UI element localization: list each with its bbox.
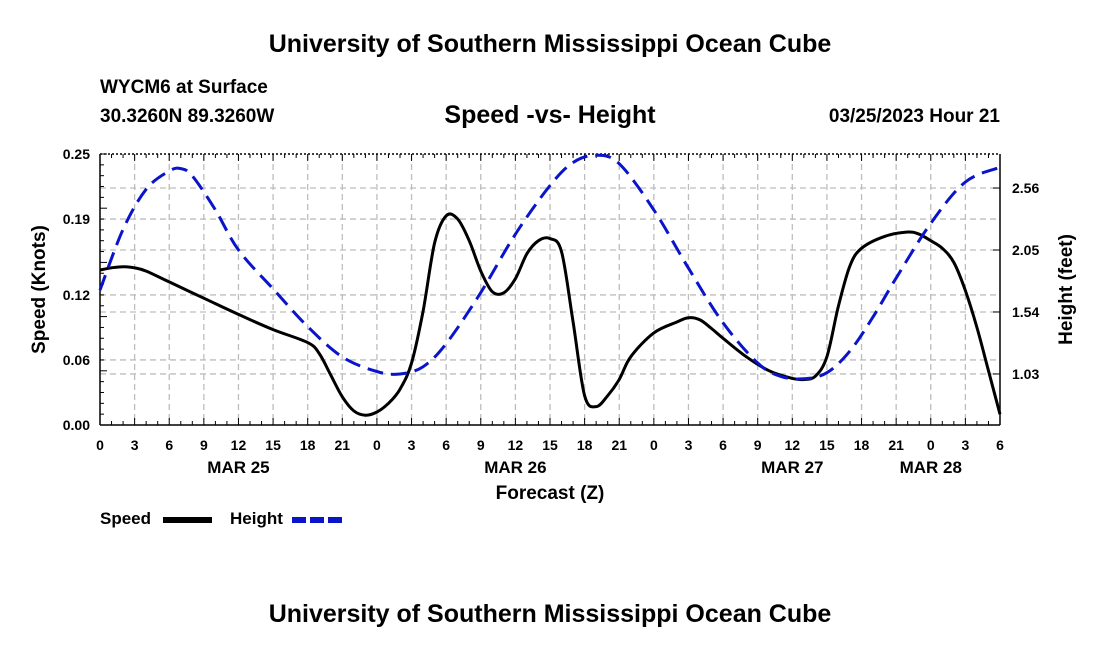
y-tick-label: 0.19 — [63, 211, 90, 227]
x-tick-label: 15 — [819, 437, 835, 453]
speed-series-line — [99, 212, 1002, 417]
x-tick-label: 3 — [408, 437, 416, 453]
x-tick-label: 9 — [754, 437, 762, 453]
x-tick-label: 12 — [231, 437, 247, 453]
x-date-label: MAR 26 — [484, 458, 546, 477]
x-tick-label: 21 — [611, 437, 627, 453]
legend-speed-label: Speed — [100, 509, 151, 528]
y2-tick-label: 2.56 — [1012, 180, 1039, 196]
y2-tick-label: 1.54 — [1012, 304, 1039, 320]
x-tick-label: 9 — [477, 437, 485, 453]
speed-height-chart: 0.00 0.06 0.12 0.19 0.25 1.03 1.54 2.05 2.56 0 3 6 9… — [29, 146, 1077, 528]
height-series-line — [98, 153, 1001, 381]
page-title: University of Southern Mississippi Ocean… — [268, 30, 832, 58]
x-tick-label: 0 — [373, 437, 381, 453]
x-tick-label: 3 — [131, 437, 139, 453]
x-tick-label: 0 — [96, 437, 104, 453]
y-tick-label: 0.25 — [63, 146, 90, 162]
x-tick-label: 0 — [927, 437, 935, 453]
x-tick-label: 15 — [265, 437, 281, 453]
station-label: WYCM6 at Surface — [100, 77, 268, 98]
chart-title: Speed -vs- Height — [444, 101, 656, 129]
footer-title: University of Southern Mississippi Ocean… — [268, 600, 832, 628]
y-axis-label: Speed (Knots) — [29, 225, 50, 354]
x-tick-label: 18 — [854, 437, 870, 453]
y-tick-label: 0.00 — [63, 417, 90, 433]
x-date-label: MAR 28 — [900, 458, 962, 477]
x-tick-label: 15 — [542, 437, 558, 453]
x-axis-label: Forecast (Z) — [496, 483, 605, 504]
y2-axis-label: Height (feet) — [1056, 234, 1077, 345]
x-tick-label: 21 — [888, 437, 904, 453]
x-tick-label: 12 — [508, 437, 524, 453]
forecast-datetime: 03/25/2023 Hour 21 — [828, 106, 1000, 127]
x-tick-label: 6 — [996, 437, 1004, 453]
x-tick-label: 3 — [961, 437, 969, 453]
x-tick-label: 12 — [785, 437, 801, 453]
x-tick-label: 21 — [335, 437, 351, 453]
x-tick-label: 18 — [300, 437, 316, 453]
station-coordinates: 30.3260N 89.3260W — [100, 106, 275, 127]
legend-height-label: Height — [230, 509, 283, 528]
y2-tick-label: 1.03 — [1012, 366, 1039, 382]
y-tick-label: 0.12 — [63, 287, 90, 303]
x-tick-label: 6 — [442, 437, 450, 453]
x-tick-label: 6 — [165, 437, 173, 453]
x-tick-label: 18 — [577, 437, 593, 453]
x-tick-label: 0 — [650, 437, 658, 453]
y2-tick-label: 2.05 — [1012, 242, 1039, 258]
y-tick-label: 0.06 — [63, 352, 90, 368]
x-date-label: MAR 27 — [761, 458, 823, 477]
x-date-label: MAR 25 — [207, 458, 269, 477]
x-tick-label: 3 — [685, 437, 693, 453]
x-tick-label: 9 — [200, 437, 208, 453]
x-tick-label: 6 — [719, 437, 727, 453]
